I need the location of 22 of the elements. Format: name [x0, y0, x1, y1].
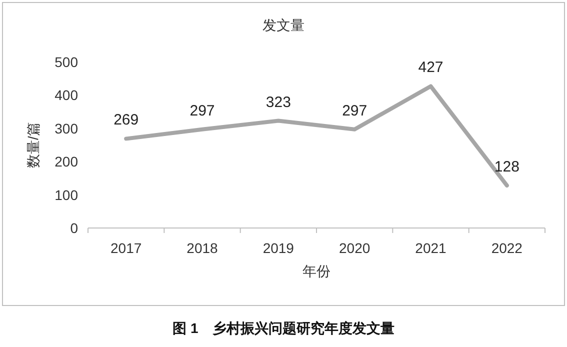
x-axis-title: 年份	[302, 263, 330, 279]
data-label: 297	[190, 102, 215, 120]
data-label: 269	[114, 112, 139, 129]
data-label: 297	[342, 102, 368, 120]
y-tick-label: 0	[70, 220, 78, 236]
x-tick-label: 2019	[262, 240, 294, 256]
chart-title: 发文量	[262, 17, 304, 33]
y-axis-title: 数量/篇	[25, 122, 41, 168]
data-label: 323	[266, 94, 291, 111]
x-tick-label: 2018	[186, 240, 218, 256]
y-tick-label: 300	[54, 120, 78, 136]
x-tick-label: 2022	[491, 240, 523, 256]
y-tick-label: 100	[54, 186, 78, 203]
y-tick-label: 200	[54, 154, 78, 170]
y-tick-label: 500	[54, 54, 78, 70]
x-tick-label: 2017	[110, 240, 142, 256]
y-tick-label: 400	[54, 87, 78, 104]
data-label: 128	[494, 158, 520, 176]
caption: 图 1 乡村振兴问题研究年度发文量	[172, 320, 394, 336]
x-tick-label: 2021	[415, 240, 447, 256]
data-label: 427	[418, 59, 444, 76]
x-tick-label: 2020	[339, 240, 370, 256]
